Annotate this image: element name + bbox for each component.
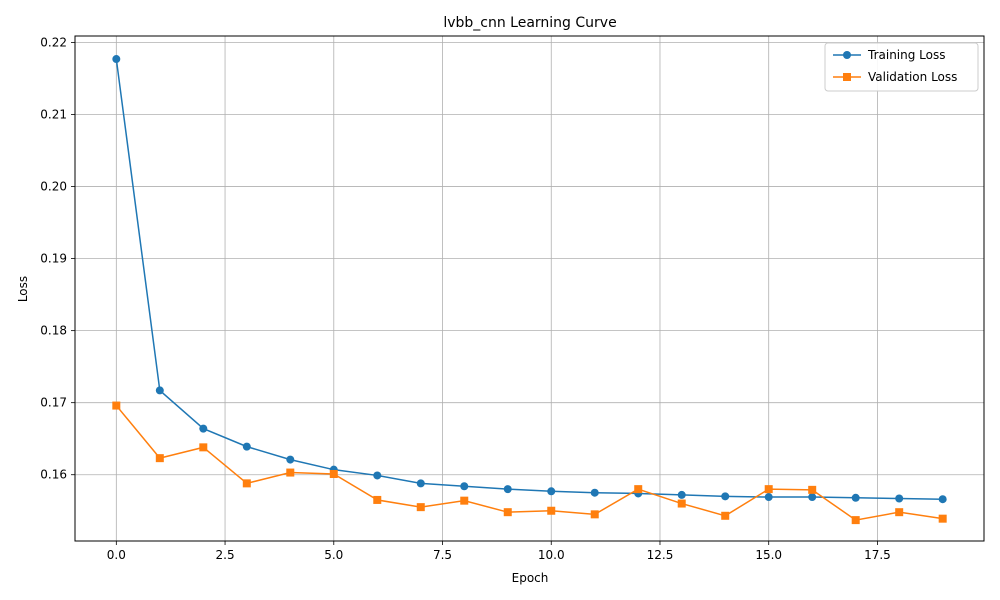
- y-tick-label: 0.20: [40, 180, 67, 194]
- data-point: [373, 471, 382, 480]
- y-tick-label: 0.17: [40, 396, 67, 410]
- data-point: [895, 508, 904, 517]
- x-tick-label: 2.5: [216, 548, 235, 562]
- x-tick-label: 0.0: [107, 548, 126, 562]
- data-point: [416, 503, 425, 512]
- data-point: [938, 514, 947, 523]
- series-training-loss: [112, 55, 947, 504]
- data-point: [503, 485, 512, 494]
- y-tick-label: 0.21: [40, 108, 67, 122]
- data-point: [199, 424, 208, 433]
- y-tick-label: 0.19: [40, 252, 67, 266]
- legend-marker: [843, 51, 851, 59]
- data-point: [634, 485, 643, 494]
- data-point: [373, 495, 382, 504]
- data-point: [677, 490, 686, 499]
- series-validation-loss: [112, 401, 947, 525]
- data-point: [416, 479, 425, 488]
- data-point: [721, 492, 730, 501]
- plot-frame: [74, 35, 985, 542]
- axis-ticks: 0.0 2.5 5.0 7.5 10.0 12.5 15.0 17.5 0.16 0.17 0.18…: [40, 35, 891, 562]
- data-point: [547, 487, 556, 496]
- data-point: [764, 493, 773, 502]
- data-point: [242, 479, 251, 488]
- x-tick-label: 5.0: [324, 548, 343, 562]
- data-point: [851, 493, 860, 502]
- data-point: [155, 454, 164, 463]
- data-point: [155, 386, 164, 395]
- data-point: [590, 488, 599, 497]
- series-line: [115, 58, 943, 500]
- legend-box: [824, 42, 979, 92]
- data-point: [547, 506, 556, 515]
- data-point: [677, 499, 686, 508]
- data-point: [286, 468, 295, 477]
- data-point: [851, 516, 860, 525]
- data-point: [764, 485, 773, 494]
- grid: [75, 36, 984, 541]
- data-point: [286, 455, 295, 464]
- x-tick-label: 17.5: [864, 548, 891, 562]
- x-axis-label: Epoch: [512, 571, 549, 585]
- legend: Training Loss Validation Loss: [824, 42, 979, 92]
- data-point: [590, 510, 599, 519]
- x-tick-label: 10.0: [538, 548, 565, 562]
- data-point: [242, 442, 251, 451]
- x-tick-label: 15.0: [755, 548, 782, 562]
- data-point: [199, 443, 208, 452]
- series-layer: [112, 55, 947, 525]
- data-point: [808, 493, 817, 502]
- data-point: [938, 495, 947, 504]
- chart-title: lvbb_cnn Learning Curve: [443, 15, 616, 31]
- x-tick-label: 7.5: [433, 548, 452, 562]
- data-point: [329, 470, 338, 479]
- y-tick-label: 0.18: [40, 324, 67, 338]
- y-axis-label: Loss: [16, 276, 30, 302]
- legend-label: Validation Loss: [868, 70, 957, 84]
- y-tick-label: 0.16: [40, 468, 67, 482]
- x-tick-label: 12.5: [647, 548, 674, 562]
- data-point: [503, 508, 512, 517]
- data-point: [112, 401, 121, 410]
- data-point: [895, 494, 904, 503]
- data-point: [460, 496, 469, 505]
- series-line: [115, 405, 943, 521]
- data-point: [721, 511, 730, 520]
- legend-label: Training Loss: [867, 48, 945, 62]
- y-tick-label: 0.22: [40, 35, 67, 49]
- legend-marker: [843, 73, 851, 81]
- data-point: [808, 485, 817, 494]
- data-point: [112, 55, 121, 64]
- legend-items: Training Loss Validation Loss: [833, 48, 957, 84]
- data-point: [460, 482, 469, 491]
